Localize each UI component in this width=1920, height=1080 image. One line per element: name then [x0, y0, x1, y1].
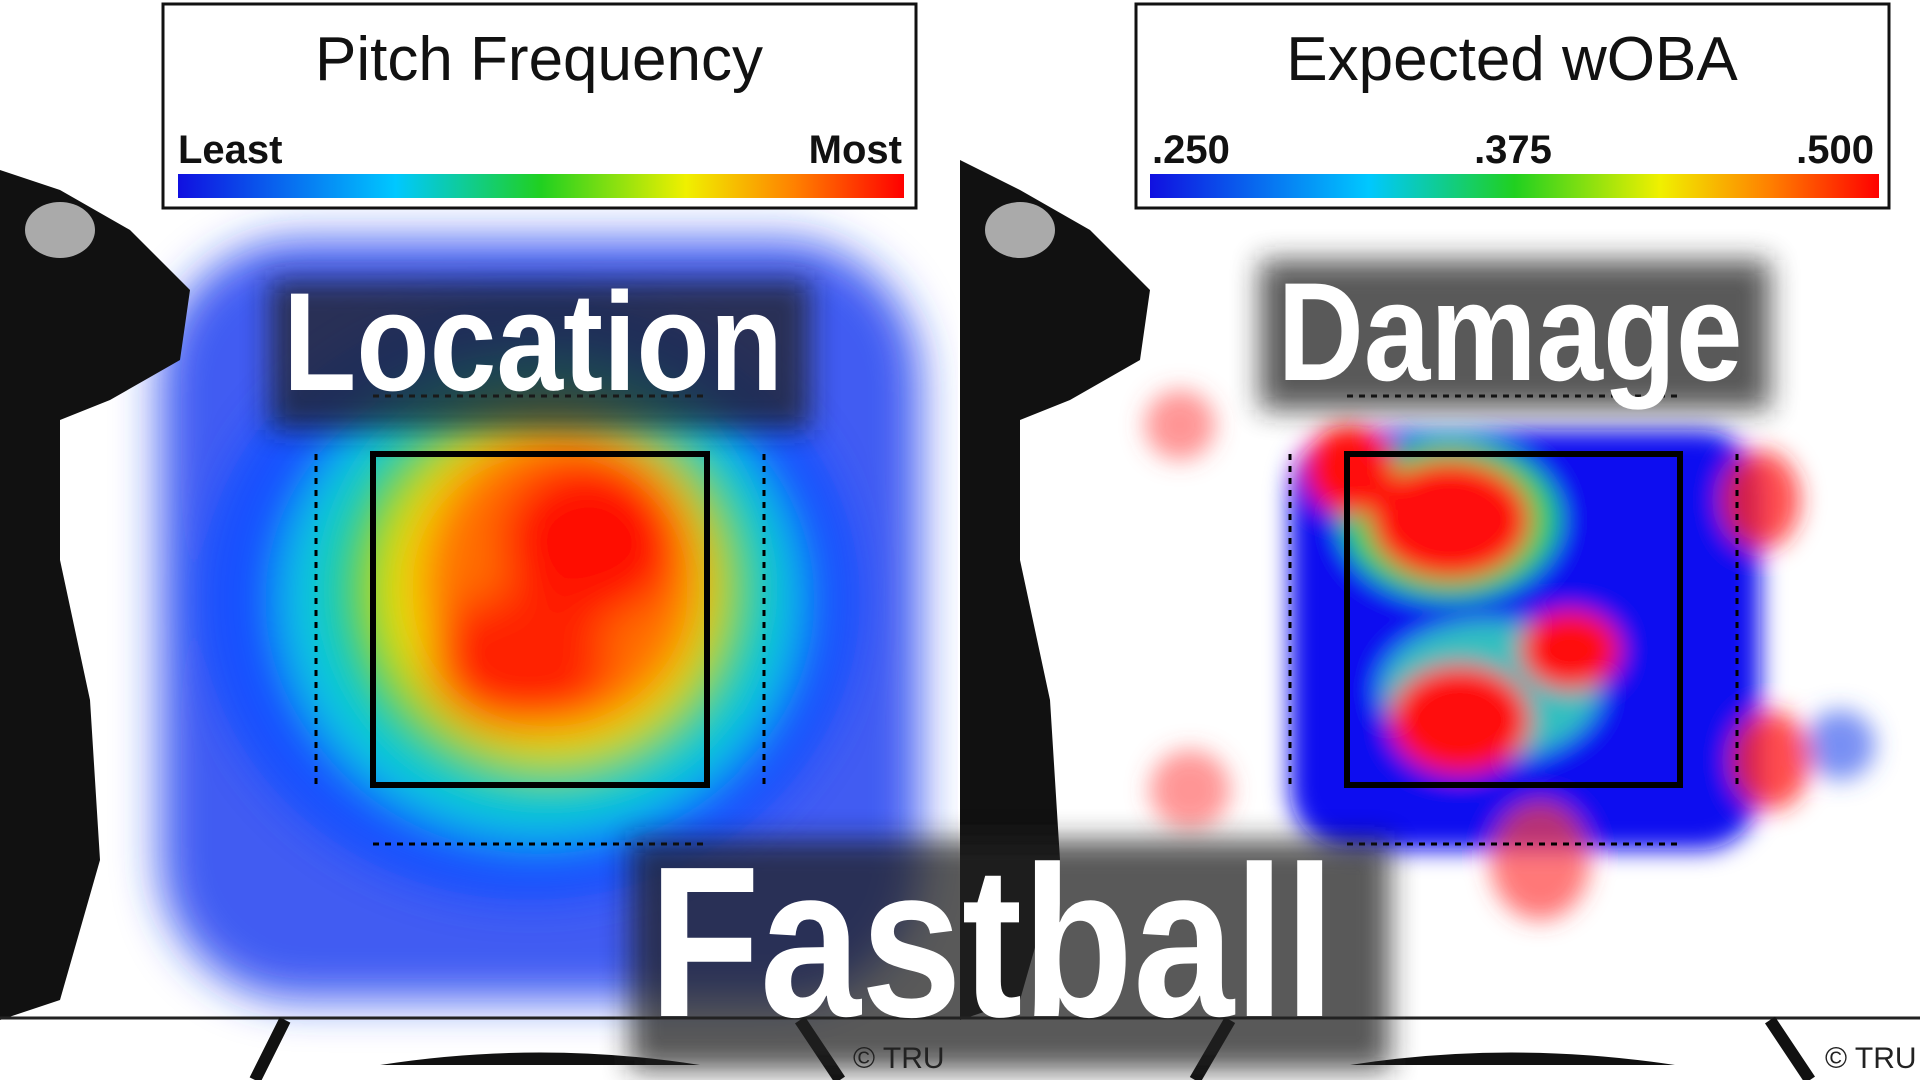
- banner: Fastball: [649, 821, 1335, 1062]
- batter-silhouette: [0, 160, 1150, 1020]
- overlay-shadows: [270, 260, 1770, 1070]
- credit: © TRU: [1825, 1042, 1917, 1075]
- legend-label: .250: [1152, 128, 1230, 172]
- legend: Pitch Frequency Least Most: [161, 2, 918, 210]
- overlay-title: Damage: [1278, 253, 1743, 410]
- overlay-title: Location: [283, 263, 783, 420]
- legend-title: Expected wOBA: [1286, 25, 1738, 94]
- color-bar: [178, 174, 904, 198]
- legend-label: .500: [1796, 128, 1874, 172]
- legend-title: Pitch Frequency: [315, 25, 763, 94]
- legend: Expected wOBA .250 .375 .500: [1134, 2, 1891, 210]
- woba-heatmap: [1145, 390, 1875, 920]
- batter-helmet: [25, 202, 1055, 258]
- credit: © TRU: [853, 1042, 945, 1075]
- color-bar: [1150, 174, 1879, 198]
- legend-label: Least: [178, 128, 283, 172]
- legend-label: Most: [809, 128, 902, 172]
- legend-label: .375: [1474, 128, 1552, 172]
